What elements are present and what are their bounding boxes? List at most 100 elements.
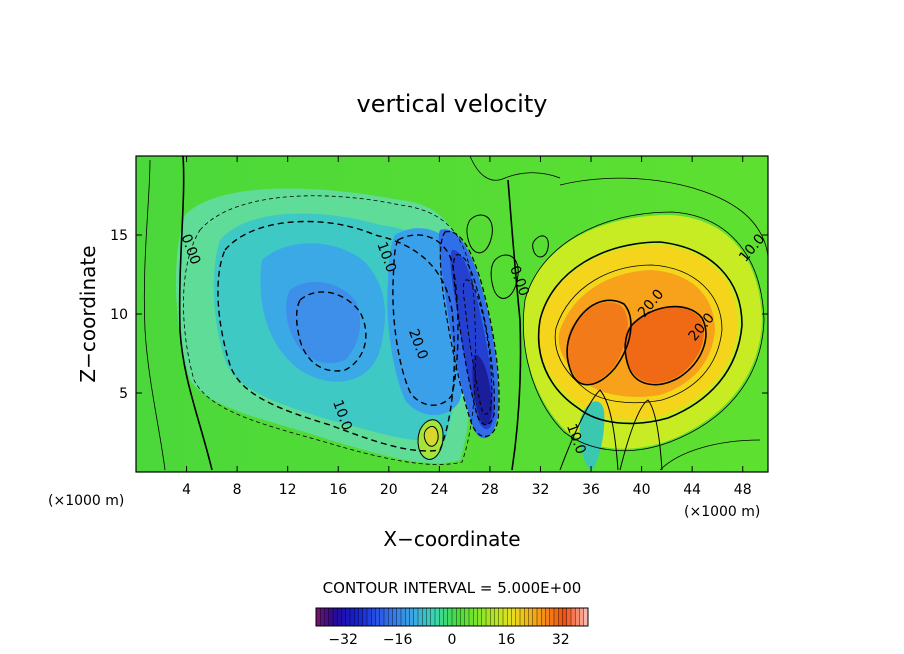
colorbar-swatch (571, 608, 576, 626)
chart-title: vertical velocity (357, 90, 548, 118)
pos-small-core (425, 426, 438, 446)
x-tick-label: 20 (380, 482, 398, 498)
colorbar-swatch (413, 608, 419, 626)
neg-jet-min (472, 354, 492, 425)
colorbar-swatch (435, 608, 440, 626)
y-axis-label: Z−coordinate (76, 245, 100, 382)
colorbar-swatch (401, 608, 406, 626)
colorbar-swatch (362, 608, 368, 626)
colorbar-swatch (583, 608, 589, 626)
colorbar-swatch (498, 608, 504, 626)
contour-pos10-outer (537, 241, 743, 425)
contour-small-pos-core (423, 425, 439, 447)
contour-bottom-wiggles (559, 389, 619, 471)
contour-pos20-left (566, 299, 632, 386)
colorbar-swatch (358, 608, 364, 626)
pos-core-right (625, 306, 704, 384)
x-tick-label: 36 (582, 482, 600, 498)
x-tick-label: 44 (683, 482, 701, 498)
x-tick-label: 32 (532, 482, 550, 498)
x-tick-label: 8 (233, 482, 242, 498)
x-tick-label: 16 (329, 482, 347, 498)
contour-neg-outer-thin (183, 195, 477, 465)
x-axis: 4 8 12 16 20 24 28 32 36 40 44 48 (182, 156, 752, 498)
colorbar-swatch (473, 608, 478, 626)
colorbar-swatch (524, 608, 529, 626)
contour-zero-left (178, 155, 213, 471)
x-tick-label: 40 (633, 482, 651, 498)
colorbar-swatch (494, 608, 500, 626)
x-tick-label: 12 (279, 482, 297, 498)
colorbar-swatch (430, 608, 436, 626)
colorbar-swatch (575, 608, 580, 626)
colorbar-swatch (566, 608, 572, 626)
contour-interval: CONTOUR INTERVAL = 5.000E+00 (323, 579, 582, 597)
colorbar-swatch (464, 608, 470, 626)
colorbar-swatch (520, 608, 525, 626)
colorbar-frame (315, 607, 589, 627)
colorbar-swatch (328, 608, 334, 626)
colorbar-swatch (367, 608, 372, 626)
colorbar-swatch (422, 608, 427, 626)
colorbar-swatch (490, 608, 495, 626)
contour-bottom-wiggles-3 (659, 439, 761, 471)
colorbar-swatch (388, 608, 393, 626)
x-tick-label: 24 (430, 482, 448, 498)
colorbar-swatch (545, 608, 551, 626)
colorbar-tick-label: 0 (448, 632, 457, 648)
colorbar-swatch (486, 608, 491, 626)
contour-neg10-outer (217, 220, 456, 452)
colorbar-swatch (537, 608, 542, 626)
negative-field (175, 188, 499, 464)
colorbar-swatch (460, 608, 466, 626)
colorbar-swatch (392, 608, 398, 626)
colorbar-swatch (503, 608, 508, 626)
x-tick-label: 48 (734, 482, 752, 498)
x-tick-label: 28 (481, 482, 499, 498)
contour-wiggle-3 (532, 235, 549, 258)
colorbar-swatch (443, 608, 449, 626)
y-axis: 5 10 15 (110, 228, 768, 402)
y-tick-label: 15 (110, 228, 128, 244)
colorbar-swatch (477, 608, 483, 626)
contour-lines (143, 155, 769, 471)
colorbar-swatch (341, 608, 347, 626)
colorbar-swatch (456, 608, 461, 626)
contour-thin-top (469, 155, 561, 181)
neg-region-core1b (286, 281, 361, 364)
contour-small-pos (417, 419, 444, 460)
colorbar (315, 607, 589, 627)
colorbar-swatch (528, 608, 534, 626)
colorbar-swatch (439, 608, 444, 626)
colorbar-swatch (405, 608, 410, 626)
colorbar-swatch (337, 608, 342, 626)
contour-thin-right (559, 177, 769, 261)
contour-neg-jet-3 (462, 279, 493, 415)
colorbar-swatch (558, 608, 563, 626)
colorbar-swatch (354, 608, 359, 626)
contour-neg10-b (392, 234, 459, 406)
colorbar-swatch (333, 608, 338, 626)
colorbar-swatch (324, 608, 330, 626)
positive-field (418, 215, 762, 470)
contour-wiggle-1 (466, 214, 493, 254)
colorbar-swatch (371, 608, 376, 626)
colorbar-swatch (579, 608, 585, 626)
colorbar-tick-label: 16 (497, 632, 515, 648)
contour-wiggle-2 (490, 254, 519, 299)
colorbar-swatch (316, 608, 321, 626)
colorbar-swatch (345, 608, 351, 626)
colorbar-swatch (562, 608, 568, 626)
colorbar-swatch (554, 608, 559, 626)
y-tick-label: 10 (110, 307, 128, 323)
pos-core-left (566, 302, 628, 384)
colorbar-swatch (396, 608, 402, 626)
contour-zero-right (507, 179, 522, 471)
contour-neg10-a (295, 291, 367, 372)
colorbar-tick-label: −32 (328, 632, 358, 648)
colorbar-swatch (452, 608, 457, 626)
contour-bottom-wiggles-2 (619, 399, 663, 471)
y-tick-label: 5 (119, 386, 128, 402)
